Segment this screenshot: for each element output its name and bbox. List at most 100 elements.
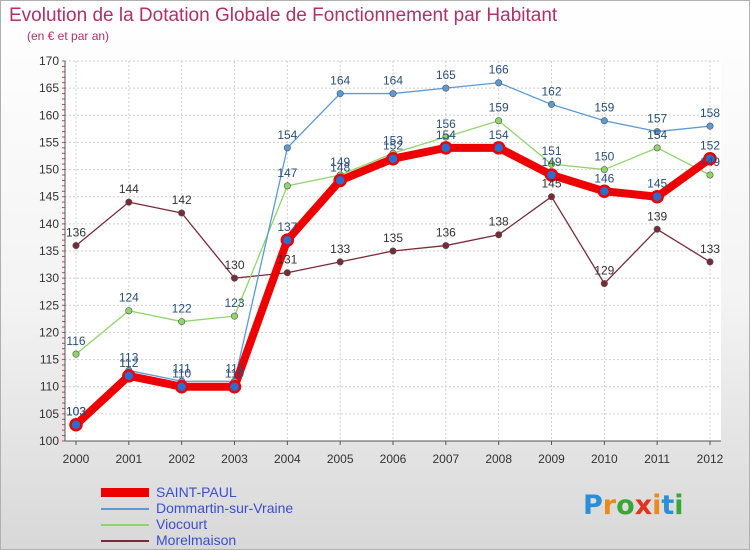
y-tick-label: 120 bbox=[39, 325, 59, 339]
data-point bbox=[495, 117, 503, 125]
data-point bbox=[547, 160, 555, 168]
data-point bbox=[389, 247, 397, 255]
legend-label: SAINT-PAUL bbox=[156, 484, 237, 500]
data-point bbox=[547, 193, 555, 201]
data-label: 103 bbox=[66, 405, 86, 419]
proxiti-logo: Proxiti bbox=[583, 490, 684, 521]
x-tick-label: 2008 bbox=[485, 452, 512, 466]
data-point bbox=[442, 133, 450, 141]
data-label: 159 bbox=[594, 101, 614, 115]
x-tick-label: 2005 bbox=[327, 452, 354, 466]
data-point bbox=[600, 166, 608, 174]
data-label: 162 bbox=[541, 84, 561, 98]
data-point bbox=[597, 184, 612, 199]
logo-letter: P bbox=[583, 490, 603, 521]
x-tick-label: 2009 bbox=[538, 452, 565, 466]
data-point bbox=[650, 189, 664, 204]
data-point bbox=[125, 198, 133, 206]
data-point bbox=[706, 258, 714, 266]
data-point bbox=[495, 79, 503, 87]
data-point bbox=[495, 231, 503, 239]
data-label: 139 bbox=[647, 209, 667, 223]
data-label: 110 bbox=[172, 367, 191, 381]
data-label: 136 bbox=[436, 226, 456, 240]
data-label: 129 bbox=[594, 264, 614, 278]
data-label: 142 bbox=[172, 193, 192, 207]
data-label: 147 bbox=[277, 166, 297, 180]
y-tick-label: 110 bbox=[40, 380, 59, 394]
data-label: 152 bbox=[383, 139, 403, 153]
data-label: 152 bbox=[700, 139, 720, 153]
data-label: 135 bbox=[383, 231, 403, 245]
data-point bbox=[600, 117, 608, 125]
data-label: 103 bbox=[66, 405, 86, 419]
data-label: 124 bbox=[119, 291, 139, 305]
data-point bbox=[706, 122, 714, 130]
x-tick-label: 2001 bbox=[115, 452, 142, 466]
data-label: 150 bbox=[594, 150, 614, 164]
data-label: 123 bbox=[224, 296, 244, 310]
logo-letter: r bbox=[602, 490, 617, 521]
data-point bbox=[442, 84, 450, 92]
data-point bbox=[178, 209, 186, 217]
data-label: 122 bbox=[172, 302, 192, 316]
y-tick-label: 165 bbox=[39, 81, 59, 95]
data-label: 154 bbox=[277, 128, 297, 142]
data-label: 130 bbox=[224, 258, 244, 272]
data-label: 133 bbox=[700, 242, 720, 256]
data-point bbox=[227, 379, 242, 394]
y-tick-label: 115 bbox=[40, 353, 59, 367]
logo-letter: i bbox=[674, 490, 684, 521]
data-point bbox=[178, 318, 186, 326]
data-point bbox=[72, 350, 80, 358]
legend-swatch bbox=[101, 508, 149, 510]
y-tick-label: 100 bbox=[39, 434, 59, 448]
legend-swatch bbox=[101, 524, 149, 526]
x-tick-label: 2012 bbox=[697, 452, 724, 466]
data-label: 165 bbox=[436, 68, 456, 82]
data-point bbox=[122, 369, 136, 383]
data-point bbox=[653, 225, 661, 233]
data-label: 151 bbox=[541, 144, 561, 158]
legend-label: Morelmaison bbox=[156, 532, 237, 548]
data-point bbox=[283, 144, 291, 152]
data-point bbox=[336, 90, 344, 98]
data-label: 133 bbox=[330, 242, 350, 256]
x-tick-label: 2003 bbox=[221, 452, 248, 466]
data-label: 158 bbox=[700, 106, 720, 120]
data-point bbox=[69, 417, 83, 432]
data-label: 137 bbox=[277, 220, 297, 234]
data-label: 164 bbox=[383, 74, 403, 88]
data-label: 144 bbox=[119, 182, 139, 196]
data-point bbox=[386, 151, 400, 166]
data-point bbox=[547, 100, 555, 108]
data-label: 149 bbox=[541, 155, 561, 169]
data-label: 111 bbox=[225, 361, 244, 375]
data-label: 113 bbox=[119, 350, 138, 364]
data-point bbox=[336, 258, 344, 266]
data-point bbox=[442, 242, 450, 250]
y-tick-label: 140 bbox=[39, 217, 59, 231]
legend-label: Viocourt bbox=[156, 516, 208, 532]
chart-subtitle: (en € et par an) bbox=[27, 29, 110, 43]
y-tick-label: 135 bbox=[39, 244, 59, 258]
y-tick-label: 170 bbox=[39, 54, 59, 68]
data-point bbox=[600, 280, 608, 288]
data-label: 136 bbox=[66, 226, 86, 240]
data-label: 159 bbox=[489, 101, 509, 115]
data-label: 145 bbox=[541, 177, 561, 191]
chart-title: Evolution de la Dotation Globale de Fonc… bbox=[9, 5, 558, 26]
data-point bbox=[72, 242, 80, 250]
data-point bbox=[174, 379, 189, 394]
x-tick-label: 2000 bbox=[63, 452, 90, 466]
data-label: 111 bbox=[173, 361, 192, 375]
y-tick-label: 145 bbox=[39, 190, 59, 204]
y-tick-label: 125 bbox=[39, 298, 59, 312]
legend-label: Dommartin-sur-Vraine bbox=[156, 500, 294, 516]
y-tick-label: 130 bbox=[39, 271, 59, 285]
data-point bbox=[231, 312, 239, 320]
data-label: 164 bbox=[330, 74, 350, 88]
data-label: 166 bbox=[489, 63, 509, 77]
x-tick-label: 2004 bbox=[274, 452, 301, 466]
